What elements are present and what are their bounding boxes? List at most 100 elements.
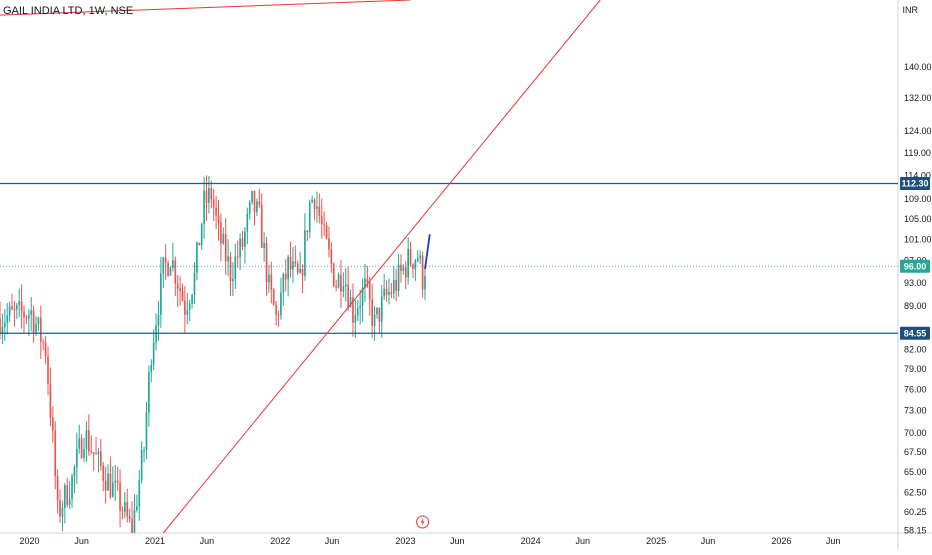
candle — [68, 481, 71, 509]
candle — [15, 302, 18, 320]
candle-body — [392, 279, 395, 294]
candle — [205, 175, 208, 221]
candle — [210, 180, 213, 209]
candle-body — [332, 263, 335, 287]
candle-body — [126, 502, 129, 517]
candle — [260, 193, 263, 249]
candle — [301, 264, 304, 294]
candle-body — [311, 199, 313, 203]
price-tick-label: 93.00 — [904, 278, 927, 288]
candle-body — [318, 206, 321, 217]
candle — [347, 266, 349, 312]
candle — [296, 260, 299, 275]
price-tick-label: 124.00 — [904, 126, 932, 136]
candle-body — [306, 230, 309, 233]
candle-body — [373, 314, 376, 326]
candle-body — [227, 256, 229, 262]
candle — [407, 237, 410, 285]
candle — [35, 316, 37, 336]
candle — [208, 176, 210, 214]
candle-body — [176, 283, 179, 289]
candle — [25, 314, 28, 324]
candle — [361, 278, 364, 323]
candle-body — [352, 297, 354, 323]
candle — [234, 243, 237, 289]
rising-support-trendline[interactable] — [162, 0, 601, 534]
candle — [138, 470, 141, 521]
candle-body — [23, 311, 25, 318]
price-axis: 140.00 132.00 124.00 119.00 114.00 109.00 105.… — [904, 62, 932, 536]
candle — [270, 261, 273, 304]
candle — [263, 232, 265, 262]
candle — [66, 477, 69, 508]
price-tick-label: 65.00 — [904, 467, 927, 477]
candle-body — [397, 264, 400, 291]
candle-body — [232, 278, 234, 282]
candle — [337, 272, 340, 289]
candles-layer — [0, 175, 426, 533]
candle — [378, 307, 381, 333]
support-price-badge-text: 84.55 — [904, 328, 927, 338]
candle — [328, 226, 330, 258]
candle-body — [212, 199, 215, 208]
candle — [42, 338, 45, 351]
candle — [157, 300, 160, 341]
candle — [344, 268, 347, 302]
candle — [258, 188, 261, 209]
candle — [284, 259, 287, 292]
candle-body — [104, 480, 107, 491]
lightning-icon[interactable] — [416, 515, 430, 529]
candle — [265, 236, 268, 296]
candle-body — [128, 516, 131, 519]
candle-body — [294, 261, 297, 264]
candle-body — [85, 430, 88, 449]
candle — [20, 284, 23, 329]
candle-body — [198, 242, 201, 246]
time-tick-label: Jun — [576, 536, 591, 546]
candle — [275, 300, 277, 326]
candle-body — [275, 305, 277, 315]
candle-body — [109, 473, 112, 497]
candle — [61, 500, 64, 532]
candle-body — [272, 289, 275, 306]
candle — [320, 198, 323, 239]
candle-body — [1, 326, 4, 335]
candle — [179, 276, 181, 306]
candle — [167, 260, 169, 278]
projection-line[interactable] — [424, 234, 431, 270]
candle-body — [121, 510, 124, 512]
candle-body — [280, 292, 282, 316]
candle-body — [181, 291, 184, 301]
time-tick-label: Jun — [325, 536, 340, 546]
candle-body — [133, 510, 136, 533]
candle-body — [179, 288, 181, 292]
candle-body — [138, 480, 141, 507]
candle — [356, 300, 359, 321]
candle — [388, 278, 390, 305]
candle-body — [330, 249, 333, 264]
candle-body — [364, 278, 366, 288]
candle-body — [20, 301, 23, 312]
candle-body — [236, 256, 239, 258]
candle-body — [316, 206, 318, 210]
symbol-title: GAIL INDIA LTD, 1W, NSE — [3, 5, 134, 17]
candle-body — [59, 500, 61, 517]
candle — [112, 466, 114, 498]
candle — [114, 465, 117, 502]
upper-trendline[interactable] — [0, 0, 411, 16]
candle — [217, 200, 220, 241]
candle — [78, 424, 81, 454]
candle — [323, 211, 325, 237]
candle-body — [248, 202, 251, 214]
candle — [124, 491, 126, 519]
price-tick-label: 58.15 — [904, 526, 927, 536]
candle — [71, 473, 73, 508]
support-price-badge-bg — [900, 326, 930, 340]
candle — [107, 464, 109, 492]
candle — [148, 365, 150, 427]
candle-body — [203, 190, 205, 225]
candle-body — [208, 188, 210, 203]
candle-body — [292, 261, 294, 270]
